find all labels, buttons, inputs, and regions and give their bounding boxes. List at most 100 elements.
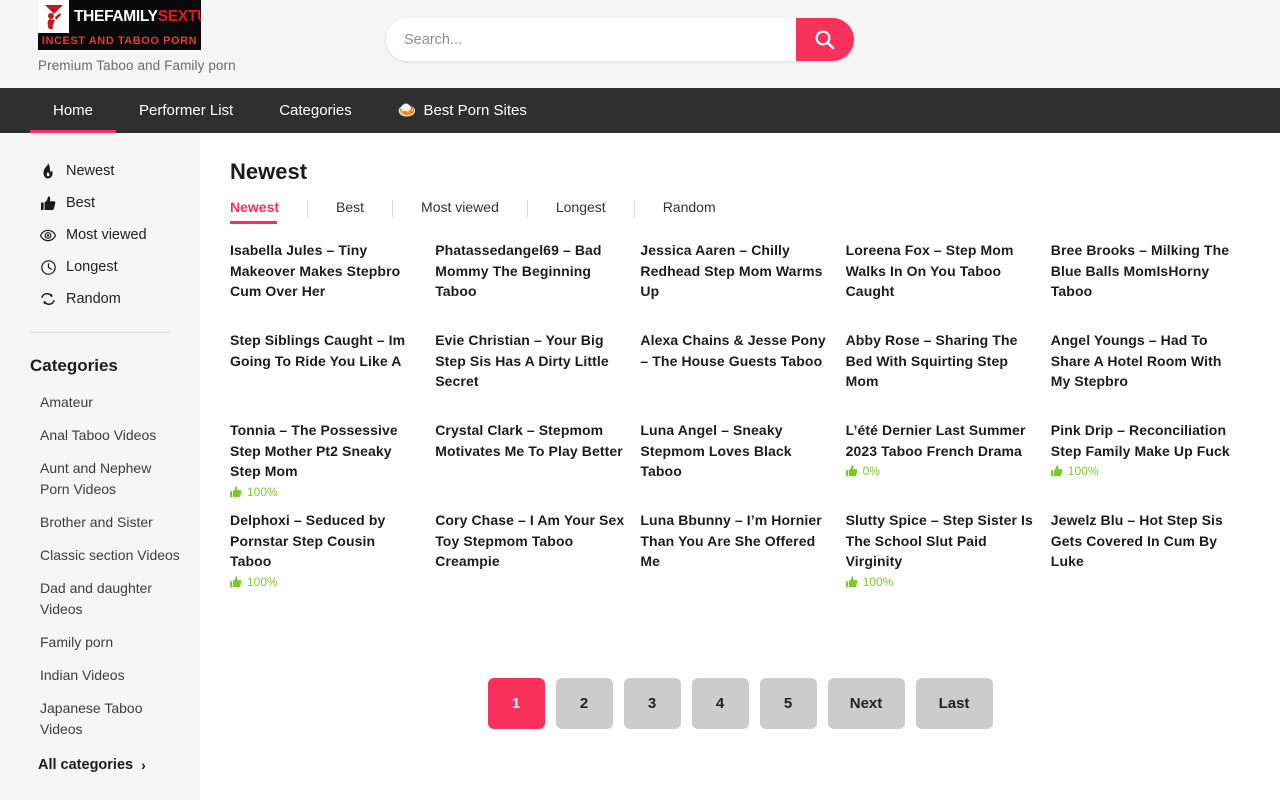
video-title[interactable]: Slutty Spice – Step Sister Is The School…: [845, 512, 1033, 569]
video-card[interactable]: Jessica Aaren – Chilly Redhead Step Mom …: [640, 240, 839, 330]
pagination-page-1[interactable]: 1: [487, 678, 545, 729]
video-rating-value: 0%: [862, 464, 880, 478]
sidebar-item-longest[interactable]: Longest: [0, 251, 200, 283]
pagination-page-3[interactable]: 3: [623, 678, 681, 729]
sidebar-category-family-porn[interactable]: Family porn: [40, 634, 114, 650]
video-title[interactable]: Delphoxi – Seduced by Pornstar Step Cous…: [230, 512, 386, 569]
tab-longest[interactable]: Longest: [528, 199, 634, 224]
sidebar-category-classic-section-videos[interactable]: Classic section Videos: [40, 547, 180, 563]
video-card[interactable]: Luna Angel – Sneaky Stepmom Loves Black …: [640, 420, 839, 510]
video-card[interactable]: Jewelz Blu – Hot Step Sis Gets Covered I…: [1051, 510, 1250, 600]
tab-newest[interactable]: Newest: [230, 199, 307, 224]
site-tagline: Premium Taboo and Family porn: [38, 58, 236, 73]
site-logo[interactable]: THEFAMILYSEXTUBE INCEST AND TABOO PORN: [38, 0, 201, 50]
video-title[interactable]: Luna Bbunny – I’m Hornier Than You Are S…: [640, 512, 822, 569]
tab-label: Newest: [230, 199, 280, 215]
tab-most-viewed[interactable]: Most viewed: [393, 199, 527, 224]
chevron-right-icon: ›: [141, 757, 146, 773]
video-title[interactable]: Angel Youngs – Had To Share A Hotel Room…: [1050, 332, 1222, 389]
main-navigation: Home Performer List Categories 🍛 Best Po…: [0, 88, 1280, 133]
video-rating: 0%: [845, 464, 1035, 478]
sidebar-item-most-viewed[interactable]: Most viewed: [0, 219, 200, 251]
refresh-icon: [40, 292, 56, 306]
video-title[interactable]: Bree Brooks – Milking The Blue Balls Mom…: [1050, 242, 1230, 299]
video-card[interactable]: Crystal Clark – Stepmom Motivates Me To …: [435, 420, 634, 510]
pagination-page-2[interactable]: 2: [555, 678, 613, 729]
video-title[interactable]: Alexa Chains & Jesse Pony – The House Gu…: [640, 332, 826, 369]
video-title[interactable]: Luna Angel – Sneaky Stepmom Loves Black …: [640, 422, 792, 479]
search-submit-button[interactable]: [796, 18, 854, 61]
sidebar-category-aunt-and-nephew-porn-videos[interactable]: Aunt and Nephew Porn Videos: [40, 460, 152, 497]
video-card[interactable]: Phatassedangel69 – Bad Mommy The Beginni…: [435, 240, 634, 330]
pagination-last-button[interactable]: Last: [915, 678, 993, 729]
nav-item-performer-list[interactable]: Performer List: [116, 88, 256, 133]
all-categories-label: All categories: [38, 757, 134, 773]
video-card[interactable]: Angel Youngs – Had To Share A Hotel Room…: [1051, 330, 1250, 420]
sidebar-category-brother-and-sister[interactable]: Brother and Sister: [40, 514, 153, 530]
logo-wordmark: THEFAMILYSEXTUBE: [69, 9, 201, 25]
thumbs-up-icon: [230, 485, 242, 498]
video-card[interactable]: L’été Dernier Last Summer 2023 Taboo Fre…: [845, 420, 1045, 510]
sidebar-category-anal-taboo-videos[interactable]: Anal Taboo Videos: [40, 427, 157, 443]
video-card[interactable]: Loreena Fox – Step Mom Walks In On You T…: [846, 240, 1045, 330]
video-card[interactable]: Bree Brooks – Milking The Blue Balls Mom…: [1051, 240, 1250, 330]
sidebar-divider: [30, 332, 170, 333]
video-rating-value: 100%: [247, 484, 278, 499]
video-card[interactable]: Isabella Jules – Tiny Makeover Makes Ste…: [230, 240, 429, 330]
video-title[interactable]: Abby Rose – Sharing The Bed With Squirti…: [845, 332, 1018, 389]
pagination-page-5[interactable]: 5: [759, 678, 817, 729]
search-icon: [814, 29, 836, 51]
sidebar-category-japanese-taboo-videos[interactable]: Japanese Taboo Videos: [40, 700, 143, 737]
video-rating: 100%: [230, 485, 419, 499]
all-categories-link[interactable]: All categories ›: [0, 746, 200, 779]
video-title[interactable]: Isabella Jules – Tiny Makeover Makes Ste…: [230, 242, 401, 299]
video-title[interactable]: Loreena Fox – Step Mom Walks In On You T…: [845, 242, 1014, 299]
video-title[interactable]: Jewelz Blu – Hot Step Sis Gets Covered I…: [1050, 512, 1223, 569]
sidebar-category-dad-and-daughter-videos[interactable]: Dad and daughter Videos: [40, 580, 153, 617]
video-card[interactable]: Cory Chase – I Am Your Sex Toy Stepmom T…: [435, 510, 634, 600]
nav-item-best-porn-sites[interactable]: 🍛 Best Porn Sites: [375, 88, 550, 133]
sidebar-category-indian-videos[interactable]: Indian Videos: [40, 667, 125, 683]
sidebar-item-label: Most viewed: [66, 227, 147, 243]
video-card[interactable]: Step Siblings Caught – Im Going To Ride …: [230, 330, 429, 420]
video-title[interactable]: L’été Dernier Last Summer 2023 Taboo Fre…: [845, 422, 1026, 459]
sidebar: Newest Best Most viewed: [0, 133, 200, 800]
video-title[interactable]: Step Siblings Caught – Im Going To Ride …: [230, 332, 406, 369]
pagination-next-button[interactable]: Next: [827, 678, 905, 729]
sidebar-item-best[interactable]: Best: [0, 187, 200, 219]
video-rating-value: 100%: [862, 574, 894, 589]
search-input[interactable]: [386, 18, 796, 61]
video-title[interactable]: Phatassedangel69 – Bad Mommy The Beginni…: [435, 242, 602, 299]
sidebar-item-label: Best: [66, 195, 96, 211]
video-card[interactable]: Delphoxi – Seduced by Pornstar Step Cous…: [230, 510, 429, 600]
video-card[interactable]: Evie Christian – Your Big Step Sis Has A…: [435, 330, 634, 420]
tab-best[interactable]: Best: [308, 199, 392, 224]
video-card[interactable]: Alexa Chains & Jesse Pony – The House Gu…: [640, 330, 839, 420]
video-title[interactable]: Tonnia – The Possessive Step Mother Pt2 …: [230, 422, 398, 479]
video-card[interactable]: Pink Drip – Reconciliation Step Family M…: [1050, 420, 1250, 510]
sidebar-category-amateur[interactable]: Amateur: [40, 394, 93, 410]
video-title[interactable]: Cory Chase – I Am Your Sex Toy Stepmom T…: [435, 512, 625, 569]
video-card[interactable]: Slutty Spice – Step Sister Is The School…: [845, 510, 1045, 600]
video-title[interactable]: Pink Drip – Reconciliation Step Family M…: [1050, 422, 1230, 459]
sidebar-item-newest[interactable]: Newest: [0, 155, 200, 187]
tab-random[interactable]: Random: [635, 199, 744, 224]
nav-item-home[interactable]: Home: [30, 88, 117, 133]
nav-item-categories[interactable]: Categories: [256, 88, 375, 133]
video-card[interactable]: Tonnia – The Possessive Step Mother Pt2 …: [230, 420, 429, 510]
tab-label: Random: [662, 199, 716, 215]
sidebar-categories-heading: Categories: [30, 356, 118, 375]
video-rating-value: 100%: [247, 574, 278, 589]
sidebar-item-random[interactable]: Random: [0, 283, 200, 315]
pagination-page-4[interactable]: 4: [691, 678, 749, 729]
video-title[interactable]: Crystal Clark – Stepmom Motivates Me To …: [435, 422, 623, 459]
thumbs-up-icon: [1050, 465, 1063, 477]
thumbs-up-icon: [845, 575, 858, 588]
video-card[interactable]: Luna Bbunny – I’m Hornier Than You Are S…: [640, 510, 839, 600]
video-rating: 100%: [1050, 464, 1240, 478]
video-title[interactable]: Jessica Aaren – Chilly Redhead Step Mom …: [640, 242, 823, 299]
video-card[interactable]: Abby Rose – Sharing The Bed With Squirti…: [846, 330, 1045, 420]
family-figure-icon: [38, 0, 69, 33]
video-title[interactable]: Evie Christian – Your Big Step Sis Has A…: [435, 332, 609, 389]
video-rating-value: 100%: [1067, 464, 1099, 478]
